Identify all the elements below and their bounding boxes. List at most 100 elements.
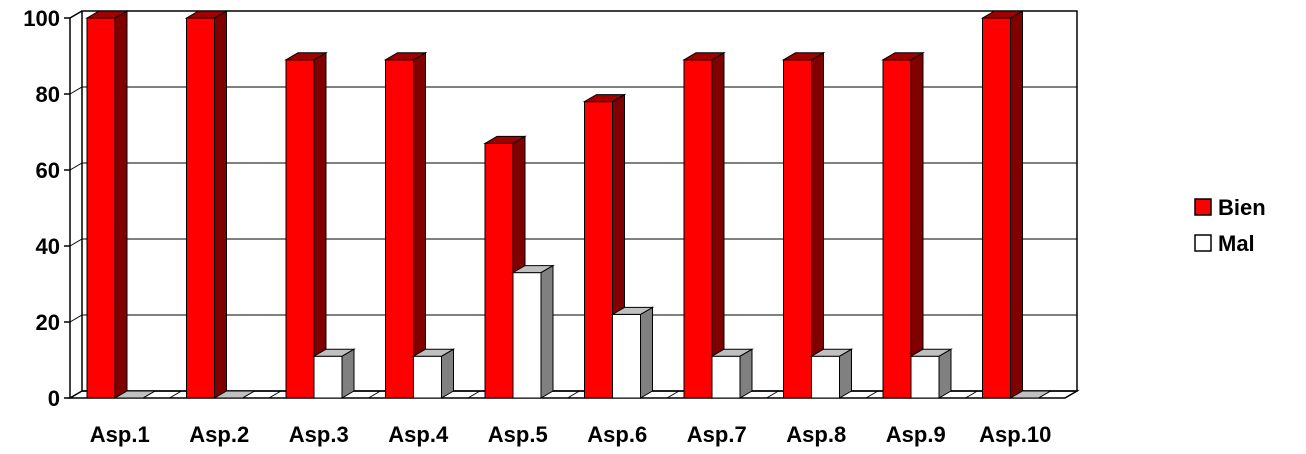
gridline bbox=[69, 10, 1077, 19]
bar-top bbox=[610, 306, 655, 315]
gridline bbox=[69, 238, 1077, 247]
bar-front bbox=[385, 59, 414, 399]
bar-side bbox=[214, 10, 227, 399]
bar-top bbox=[383, 52, 428, 61]
y-tick-label: 20 bbox=[36, 310, 60, 335]
bar-top bbox=[483, 135, 527, 144]
bar-front bbox=[683, 59, 713, 399]
bar-front bbox=[910, 355, 940, 399]
bar-top bbox=[781, 52, 826, 61]
bar-top bbox=[881, 52, 925, 61]
bar-top bbox=[1008, 390, 1053, 399]
bar-side bbox=[938, 348, 952, 399]
bar-top bbox=[909, 348, 953, 357]
x-tick-label: Asp.6 bbox=[587, 422, 647, 447]
y-tick-label: 40 bbox=[36, 234, 60, 259]
x-axis-labels: Asp.1 Asp.2 Asp.3 Asp.4 Asp.5 Asp.6 Asp.7 Asp.8… bbox=[90, 422, 1052, 447]
bar-bien bbox=[682, 51, 726, 399]
bar-top bbox=[980, 10, 1025, 19]
bar-front bbox=[783, 59, 812, 399]
y-tick-label: 60 bbox=[36, 158, 60, 183]
floor-tick bbox=[965, 390, 978, 399]
floor-tick bbox=[169, 390, 182, 399]
bar-top bbox=[411, 348, 456, 357]
bar-bien bbox=[881, 51, 925, 399]
bar-front bbox=[882, 59, 912, 399]
gridline bbox=[69, 314, 1077, 323]
bar-bien bbox=[85, 10, 129, 399]
bar-side bbox=[413, 51, 426, 399]
bar-side bbox=[540, 264, 554, 399]
bar-front bbox=[512, 272, 542, 399]
x-tick-label: Asp.4 bbox=[388, 422, 449, 447]
bar-top bbox=[113, 390, 157, 399]
bar-front bbox=[711, 355, 741, 399]
floor-tick bbox=[1064, 390, 1078, 399]
floor-tick bbox=[368, 390, 381, 399]
bar-side bbox=[910, 51, 924, 399]
bar-top bbox=[809, 348, 854, 357]
legend-label: Bien bbox=[1218, 195, 1266, 220]
bar-bien bbox=[781, 51, 826, 399]
gridline bbox=[69, 162, 1077, 171]
bar-mal bbox=[809, 348, 854, 399]
bar-top bbox=[682, 52, 726, 61]
x-tick-label: Asp.1 bbox=[90, 422, 150, 447]
bar-front bbox=[413, 355, 442, 399]
bar-top bbox=[212, 390, 257, 399]
bar-top bbox=[312, 348, 356, 357]
bar-side bbox=[811, 51, 824, 399]
y-tick-label: 0 bbox=[48, 386, 60, 411]
x-tick-label: Asp.9 bbox=[886, 422, 946, 447]
bar-bien bbox=[184, 10, 229, 399]
x-tick-label: Asp.5 bbox=[488, 422, 548, 447]
floor-tick bbox=[467, 390, 481, 399]
bar-top bbox=[85, 10, 129, 19]
bar-side bbox=[313, 51, 327, 399]
bar-side bbox=[114, 10, 128, 399]
y-tick-label: 80 bbox=[36, 82, 60, 107]
bar-top bbox=[511, 265, 555, 274]
bar-top bbox=[582, 94, 627, 103]
bar-side bbox=[1010, 10, 1023, 399]
x-tick-label: Asp.3 bbox=[289, 422, 349, 447]
floor-tick bbox=[865, 390, 879, 399]
bar-mal bbox=[113, 390, 157, 399]
bar-side bbox=[711, 51, 725, 399]
bar-mal bbox=[411, 348, 456, 399]
bar-mal bbox=[710, 348, 754, 399]
bar-front bbox=[186, 17, 215, 399]
legend-swatch bbox=[1194, 234, 1212, 252]
bar-front bbox=[484, 142, 514, 399]
bar-front bbox=[982, 17, 1011, 399]
bar-mal bbox=[212, 390, 257, 399]
x-tick-label: Asp.8 bbox=[786, 422, 846, 447]
x-tick-label: Asp.10 bbox=[979, 422, 1051, 447]
floor-tick bbox=[69, 390, 83, 399]
y-axis-ticks: 0 20 40 60 80 100 bbox=[23, 6, 70, 411]
bar-front bbox=[584, 101, 613, 399]
floor-tick bbox=[666, 390, 680, 399]
bar-front bbox=[811, 355, 840, 399]
x-tick-label: Asp.7 bbox=[687, 422, 747, 447]
bar-bien bbox=[980, 10, 1025, 399]
bar-side bbox=[341, 348, 355, 399]
gridline bbox=[69, 86, 1077, 95]
bar-bien bbox=[383, 51, 428, 399]
legend: Bien Mal bbox=[1194, 195, 1266, 256]
bar-top bbox=[284, 52, 328, 61]
bar-side bbox=[839, 348, 852, 399]
bar-side bbox=[640, 306, 653, 399]
bar-front bbox=[285, 59, 315, 399]
y-tick-label: 100 bbox=[23, 6, 60, 31]
bar-mal bbox=[909, 348, 953, 399]
legend-swatch bbox=[1194, 198, 1212, 216]
floor-tick bbox=[766, 390, 779, 399]
bar-top bbox=[710, 348, 754, 357]
floor-tick bbox=[567, 390, 580, 399]
bars bbox=[85, 10, 1053, 399]
bar-front bbox=[612, 313, 641, 399]
legend-label: Mal bbox=[1218, 231, 1255, 256]
bar-mal bbox=[511, 264, 555, 399]
bar-mal bbox=[610, 306, 655, 399]
